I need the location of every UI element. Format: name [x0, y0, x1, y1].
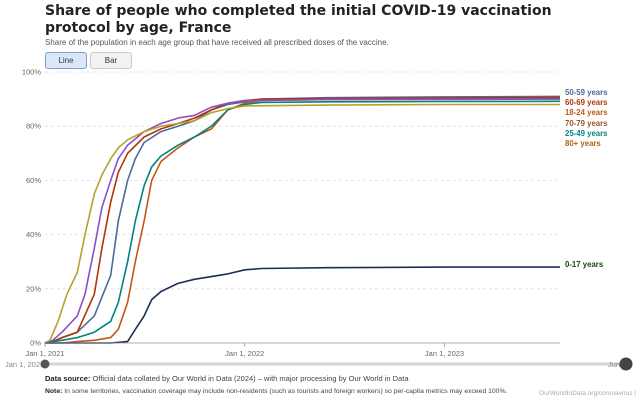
x-tick-label: Jan 1, 2021	[25, 349, 64, 358]
chart-subtitle: Share of the population in each age grou…	[45, 38, 389, 47]
series-label: 70-79 years	[565, 119, 608, 128]
x-tick-label: Jan 1, 2022	[225, 349, 264, 358]
series-line[interactable]	[44, 100, 561, 344]
x-tick-label: Jan 1, 2023	[425, 349, 464, 358]
series-label: 0-17 years	[565, 260, 604, 269]
view-tabs: Line Bar	[45, 52, 132, 69]
y-tick-label: 0%	[30, 339, 41, 348]
timeline-start-handle[interactable]	[40, 359, 50, 369]
footnote: Note: In some territories, vaccination c…	[45, 388, 507, 395]
y-tick-label: 60%	[26, 176, 41, 185]
series-label: 50-59 years	[565, 88, 608, 97]
series-label: 80+ years	[565, 139, 601, 148]
data-source-label: Data source:	[45, 374, 91, 383]
series-line[interactable]	[45, 266, 560, 344]
tab-line[interactable]: Line	[45, 52, 87, 69]
series-line[interactable]	[44, 96, 561, 344]
series-line[interactable]	[45, 98, 560, 344]
data-source: Data source: Official data collated by O…	[45, 374, 409, 383]
tab-bar[interactable]: Bar	[90, 52, 132, 69]
series-label: 60-69 years	[565, 98, 608, 107]
timeline-end-handle[interactable]	[619, 357, 633, 371]
y-tick-label: 80%	[26, 122, 41, 131]
y-tick-label: 20%	[26, 284, 41, 293]
note-text: In some territories, vaccination coverag…	[64, 388, 508, 395]
credit-link[interactable]: OurWorldInData.org/coronavirus |	[539, 390, 636, 397]
chart-title: Share of people who completed the initia…	[45, 3, 552, 36]
timeline-end-label: Jun 2	[608, 360, 626, 369]
series-label: 18-24 years	[565, 108, 608, 117]
y-tick-label: 40%	[26, 230, 41, 239]
series-line[interactable]	[44, 95, 561, 344]
series-line[interactable]	[44, 98, 561, 344]
note-label: Note:	[45, 388, 63, 395]
y-tick-label: 100%	[22, 68, 42, 77]
timeline-start-label: Jan 1, 2021	[5, 360, 44, 369]
series-label: 25-49 years	[565, 129, 608, 138]
data-source-text: Official data collated by Our World in D…	[92, 374, 409, 383]
series-line[interactable]	[44, 103, 560, 344]
